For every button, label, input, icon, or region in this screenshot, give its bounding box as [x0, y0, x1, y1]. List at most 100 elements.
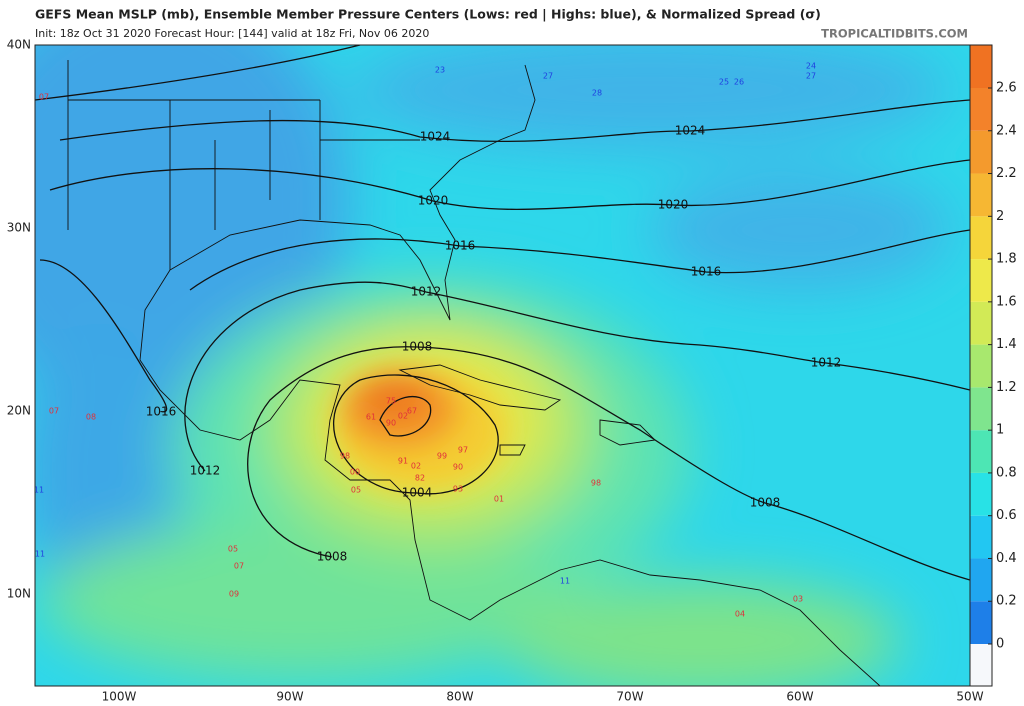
low-center: 90: [386, 419, 396, 428]
high-center: 11: [560, 577, 570, 586]
contour-label: 1012: [411, 285, 442, 299]
credit: TROPICALTIDBITS.COM: [821, 27, 968, 41]
lon-label: 90W: [276, 690, 303, 704]
colorbar-segment: [970, 173, 992, 217]
colorbar-label: 1.8: [996, 252, 1017, 267]
lon-label: 70W: [616, 690, 643, 704]
colorbar-segment: [970, 344, 992, 388]
colorbar-segment: [970, 301, 992, 345]
lat-label: 30N: [7, 221, 31, 235]
contour-label: 1008: [317, 550, 348, 564]
contour-label: 1016: [146, 405, 177, 419]
contour-label: 1012: [811, 356, 842, 370]
title: GEFS Mean MSLP (mb), Ensemble Member Pre…: [35, 7, 821, 22]
lon-label: 50W: [956, 690, 983, 704]
high-center: 26: [734, 78, 744, 87]
colorbar-label: 2.6: [996, 81, 1017, 96]
spread-core: [335, 370, 505, 490]
low-center: 91: [398, 457, 408, 466]
colorbar-segment: [970, 216, 992, 260]
contour-label: 1024: [420, 130, 451, 144]
low-center: 75: [386, 397, 396, 406]
colorbar-segment: [970, 45, 992, 88]
low-center: 03: [793, 595, 803, 604]
high-center: 11: [34, 486, 44, 495]
contour-label: 1016: [691, 265, 722, 279]
low-center: 67: [407, 407, 417, 416]
contour-label: 1008: [750, 496, 781, 510]
contour-label: 1020: [658, 198, 689, 212]
low-center: 82: [415, 474, 425, 483]
high-center: 23: [435, 66, 445, 75]
low-center: 01: [494, 495, 504, 504]
lat-label: 40N: [7, 38, 31, 52]
colorbar-segment: [970, 515, 992, 559]
colorbar-segment: [970, 472, 992, 516]
colorbar-label: 1.2: [996, 380, 1017, 395]
colorbar-frame: [969, 44, 993, 687]
colorbar-segment: [970, 601, 992, 644]
low-center: 90: [453, 463, 463, 472]
low-center: 00: [350, 468, 360, 477]
low-center: 02: [411, 462, 421, 471]
lat-label: 20N: [7, 404, 31, 418]
high-center: 25: [719, 78, 729, 87]
colorbar-label: 0.2: [996, 594, 1017, 609]
high-center: 27: [806, 72, 816, 81]
lon-label: 80W: [446, 690, 473, 704]
map: 1024 1024 1020 1020 1016 1016 1016 1012 …: [34, 45, 970, 686]
colorbar-label: 0: [996, 637, 1004, 652]
colorbar-segment: [970, 430, 992, 473]
high-center: 28: [592, 89, 602, 98]
contour-label: 1012: [190, 464, 221, 478]
contour-label: 1004: [402, 486, 433, 500]
colorbar-label: 1.4: [996, 337, 1017, 352]
subtitle: Init: 18z Oct 31 2020 Forecast Hour: [14…: [35, 27, 429, 40]
low-center: 98: [591, 479, 601, 488]
colorbar-label: 2.4: [996, 123, 1017, 138]
colorbar-segment: [970, 88, 992, 131]
colorbar-label: 2.2: [996, 166, 1017, 181]
colorbar-label: 0.8: [996, 465, 1017, 480]
low-center: 09: [229, 590, 239, 599]
colorbar-label: 1.6: [996, 294, 1017, 309]
low-center: 02: [398, 412, 408, 421]
colorbar-segment: [970, 130, 992, 174]
low-center: 05: [351, 486, 361, 495]
low-center: 07: [39, 93, 49, 102]
lat-label: 10N: [7, 587, 31, 601]
map-labels: 1024 1024 1020 1020 1016 1016 1016 1012 …: [34, 62, 842, 619]
colorbar-label: 0.6: [996, 508, 1017, 523]
high-center: 24: [806, 62, 816, 71]
low-center: 07: [49, 407, 59, 416]
low-center: 98: [340, 452, 350, 461]
high-center: 27: [543, 72, 553, 81]
isobars: [35, 45, 970, 581]
colorbar-label: 2: [996, 209, 1004, 224]
contour-label: 1024: [675, 124, 706, 138]
low-center: 07: [234, 562, 244, 571]
colorbar-segment: [970, 558, 992, 602]
low-center: 04: [735, 610, 745, 619]
high-center: 11: [35, 550, 45, 559]
low-center: 05: [228, 545, 238, 554]
colorbar-segment: [970, 644, 992, 686]
contour-label: 1016: [445, 239, 476, 253]
low-center: 61: [366, 413, 376, 422]
colorbar-label: 0.4: [996, 551, 1017, 566]
low-center: 08: [86, 413, 96, 422]
contour-label: 1020: [418, 194, 449, 208]
colorbar-segment: [970, 387, 992, 431]
lon-label: 60W: [786, 690, 813, 704]
coastlines: [67, 60, 881, 686]
colorbar-segment: [970, 259, 992, 302]
lon-label: 100W: [102, 690, 137, 704]
low-center: 93: [453, 485, 463, 494]
colorbar: 0 0.2 0.4 0.6 0.8 1 1.2 1.4 1.6 1.8 2 2.2 2.4 2.6: [969, 44, 1017, 687]
colorbar-label: 1: [996, 423, 1004, 438]
low-center: 99: [437, 452, 447, 461]
low-center: 97: [458, 446, 468, 455]
contour-label: 1008: [402, 340, 433, 354]
